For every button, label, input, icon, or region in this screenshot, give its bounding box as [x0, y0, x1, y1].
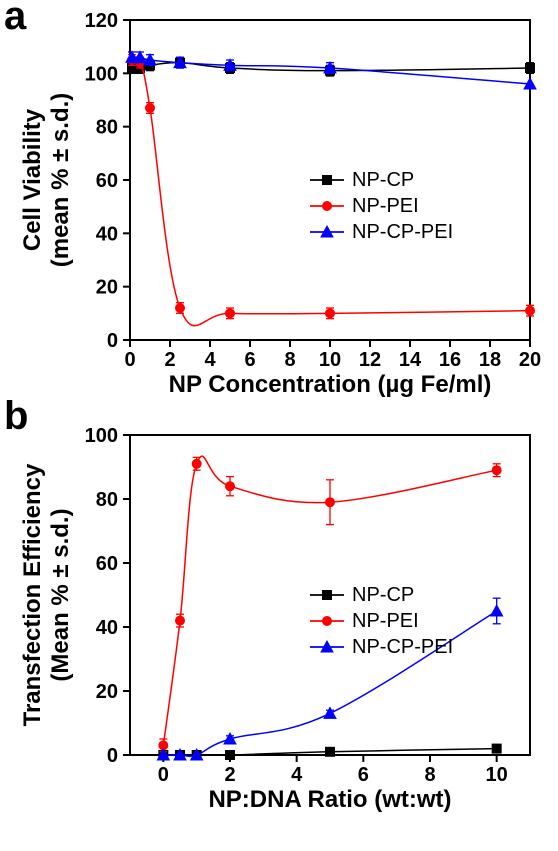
y-axis-title-line2: (Mean % ± s.d.) — [47, 508, 74, 681]
legend-label: NP-CP — [352, 584, 414, 606]
x-tick-label: 0 — [124, 349, 135, 371]
y-tick-label: 40 — [96, 617, 118, 639]
y-tick-label: 100 — [85, 425, 118, 447]
panel-b-label: b — [4, 394, 28, 439]
legend-label: NP-PEI — [352, 195, 419, 217]
y-tick-label: 0 — [107, 330, 118, 352]
y-tick-label: 20 — [96, 681, 118, 703]
legend-label: NP-CP — [352, 169, 414, 191]
x-tick-label: 0 — [158, 764, 169, 786]
y-tick-label: 20 — [96, 277, 118, 299]
x-tick-label: 18 — [479, 349, 501, 371]
x-tick-label: 8 — [284, 349, 295, 371]
x-tick-label: 20 — [519, 349, 541, 371]
series-line-NP-CP-PEI — [163, 611, 496, 756]
legend-label: NP-PEI — [352, 610, 419, 632]
y-tick-label: 40 — [96, 223, 118, 245]
panel-b: 0246810020406080100NP:DNA Ratio (wt:wt)T… — [19, 425, 530, 813]
x-tick-label: 4 — [291, 764, 303, 786]
chart-svg: 02468101214161820020406080100120NP Conce… — [0, 0, 558, 851]
y-axis-title-line2: (mean % ± s.d.) — [47, 93, 74, 268]
y-axis-title-group: Cell Viability(mean % ± s.d.) — [19, 93, 74, 268]
x-tick-label: 6 — [358, 764, 369, 786]
y-tick-label: 120 — [85, 10, 118, 32]
y-axis-title-line1: Transfection Efficiency — [19, 463, 46, 726]
y-tick-label: 100 — [85, 63, 118, 85]
y-tick-label: 0 — [107, 745, 118, 767]
panel-a: 0 2 4 6 8 10 12 14 16 18 20 0 20 40 60 80 100 120 NP Conce… — [19, 10, 541, 398]
legend-label: NP-CP-PEI — [352, 221, 453, 243]
x-tick-label: 2 — [164, 349, 175, 371]
y-tick-label: 60 — [96, 170, 118, 192]
y-axis-title-line1: Cell Viability — [19, 108, 46, 251]
panel-a-label: a — [4, 0, 26, 39]
x-tick-label: 10 — [486, 764, 508, 786]
y-tick-label: 80 — [96, 117, 118, 139]
x-tick-label: 6 — [244, 349, 255, 371]
x-tick-label: 2 — [224, 764, 235, 786]
series-line-NP-PEI — [132, 58, 530, 326]
figure-container: a b 02468101214161820020406080100120NP C… — [0, 0, 558, 851]
y-axis-title-group: Transfection Efficiency(Mean % ± s.d.) — [19, 463, 74, 726]
x-tick-label: 12 — [359, 349, 381, 371]
y-tick-label: 80 — [96, 489, 118, 511]
x-tick-label: 14 — [399, 349, 422, 371]
x-tick-label: 16 — [439, 349, 461, 371]
x-axis-title: NP:DNA Ratio (wt:wt) — [208, 786, 451, 813]
x-axis-title: NP Concentration (µg Fe/ml) — [169, 371, 492, 398]
legend: NP-CP NP-PEI NP-CP-PEI — [310, 169, 453, 243]
legend: NP-CP NP-PEI NP-CP-PEI — [310, 584, 453, 658]
x-tick-label: 10 — [319, 349, 341, 371]
legend-label: NP-CP-PEI — [352, 636, 453, 658]
x-tick-label: 4 — [204, 349, 216, 371]
y-tick-label: 60 — [96, 553, 118, 575]
x-tick-label: 8 — [424, 764, 435, 786]
